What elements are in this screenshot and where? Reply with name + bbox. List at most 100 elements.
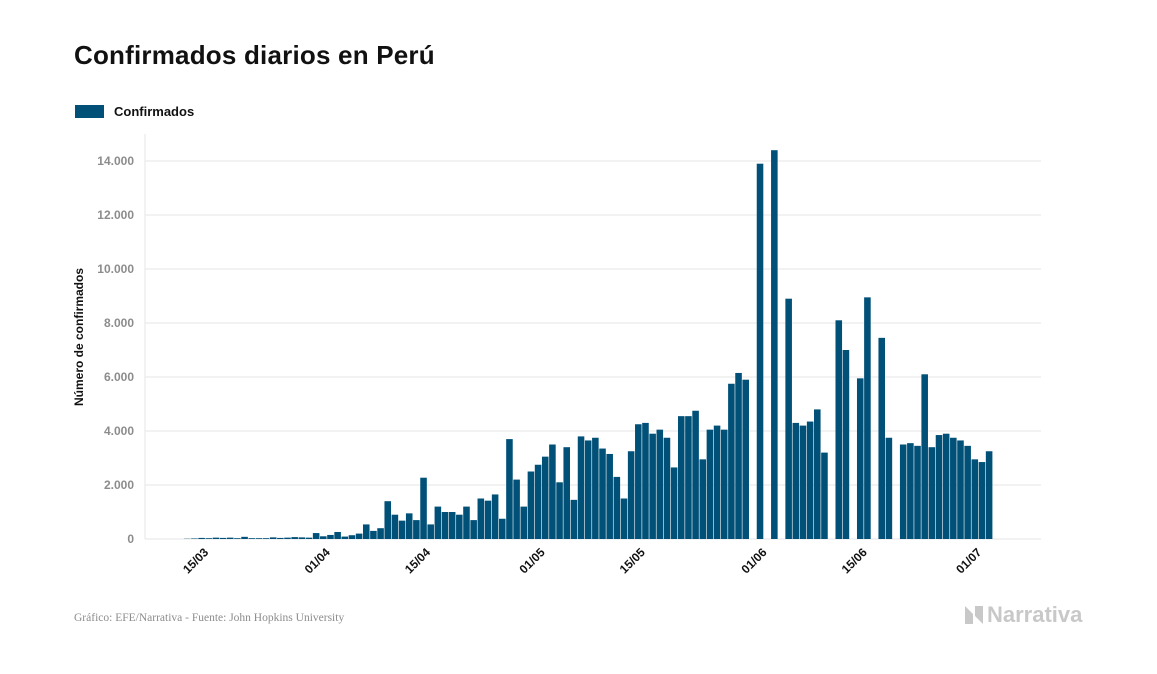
bar <box>441 512 449 539</box>
bar <box>255 538 263 539</box>
bar <box>384 501 392 539</box>
legend-swatch <box>75 105 104 118</box>
x-tick-label: 15/06 <box>839 545 870 576</box>
bar <box>241 536 248 539</box>
bar <box>434 506 442 539</box>
bar <box>355 533 363 539</box>
bar <box>742 379 749 539</box>
bar <box>914 445 921 539</box>
bar <box>277 537 284 539</box>
bar <box>785 298 792 539</box>
y-tick-label: 10.000 <box>97 262 134 276</box>
bar <box>635 424 642 539</box>
x-tick-label: 15/04 <box>402 545 433 576</box>
bar <box>649 433 656 539</box>
bar <box>405 513 413 539</box>
y-tick-label: 0 <box>127 532 134 546</box>
bar <box>420 477 427 539</box>
bar <box>692 410 699 539</box>
y-tick-label: 14.000 <box>97 154 134 168</box>
bar <box>362 524 370 539</box>
bar <box>842 350 850 539</box>
y-axis-title: Número de confirmados <box>72 268 86 406</box>
bar <box>713 425 721 539</box>
x-tick-label: 15/05 <box>617 545 648 576</box>
bar <box>620 498 628 539</box>
brand-logo: Narrativa <box>963 602 1082 628</box>
bar <box>477 498 485 539</box>
bar <box>978 462 986 539</box>
bar <box>377 528 384 539</box>
bar <box>198 537 205 539</box>
bar <box>806 421 814 539</box>
y-tick-label: 12.000 <box>97 208 134 222</box>
bar <box>885 437 893 539</box>
bar <box>556 482 563 539</box>
bar <box>219 537 227 539</box>
bar <box>735 372 742 539</box>
bar <box>413 520 420 539</box>
bar <box>499 518 506 539</box>
bar <box>269 537 277 539</box>
bar <box>599 448 606 539</box>
bar <box>541 456 549 539</box>
bar <box>799 425 807 539</box>
bar <box>792 422 800 539</box>
bar <box>506 439 513 539</box>
bar <box>670 467 678 539</box>
bar <box>549 444 556 539</box>
bar <box>491 494 499 539</box>
bar <box>370 530 377 539</box>
bar <box>656 429 664 539</box>
bar <box>584 440 592 539</box>
bar <box>942 433 950 539</box>
bar <box>456 514 463 539</box>
y-tick-label: 6.000 <box>104 370 134 384</box>
bar <box>312 533 320 539</box>
bar <box>291 537 298 539</box>
bar <box>320 536 327 539</box>
bar <box>563 447 571 539</box>
bar <box>391 514 399 539</box>
bar <box>191 538 198 539</box>
bar <box>212 537 220 539</box>
bar <box>627 451 635 539</box>
source-credit: Gráfico: EFE/Narrativa - Fuente: John Ho… <box>74 612 345 624</box>
x-tick-label: 01/05 <box>517 545 548 576</box>
bar <box>950 437 957 539</box>
bar <box>864 297 871 539</box>
legend-label: Confirmados <box>114 104 195 119</box>
bar <box>964 445 971 539</box>
bar <box>957 440 964 539</box>
y-tick-label: 8.000 <box>104 316 134 330</box>
y-tick-label: 4.000 <box>104 424 134 438</box>
bar <box>720 429 728 539</box>
bar <box>899 444 907 539</box>
bar <box>971 459 979 539</box>
bar <box>856 378 864 539</box>
narrativa-logo-icon <box>965 606 983 624</box>
y-tick-label: 2.000 <box>104 478 134 492</box>
bar <box>513 479 520 539</box>
bar <box>663 437 671 539</box>
bar <box>878 337 886 539</box>
legend: Confirmados <box>75 104 194 119</box>
bar <box>907 443 914 539</box>
bar <box>685 416 692 539</box>
bar <box>570 499 578 539</box>
bar <box>706 429 714 539</box>
bar <box>577 436 585 539</box>
brand-name: Narrativa <box>987 602 1083 627</box>
bar <box>205 538 213 539</box>
bar <box>448 512 456 539</box>
bar <box>814 409 821 539</box>
bar <box>327 534 334 539</box>
bar <box>728 383 735 539</box>
bar <box>284 537 291 539</box>
bar <box>835 320 843 539</box>
chart-title: Confirmados diarios en Perú <box>74 40 435 70</box>
bar <box>756 163 764 539</box>
bar <box>921 374 928 539</box>
x-tick-label: 15/03 <box>180 545 211 576</box>
